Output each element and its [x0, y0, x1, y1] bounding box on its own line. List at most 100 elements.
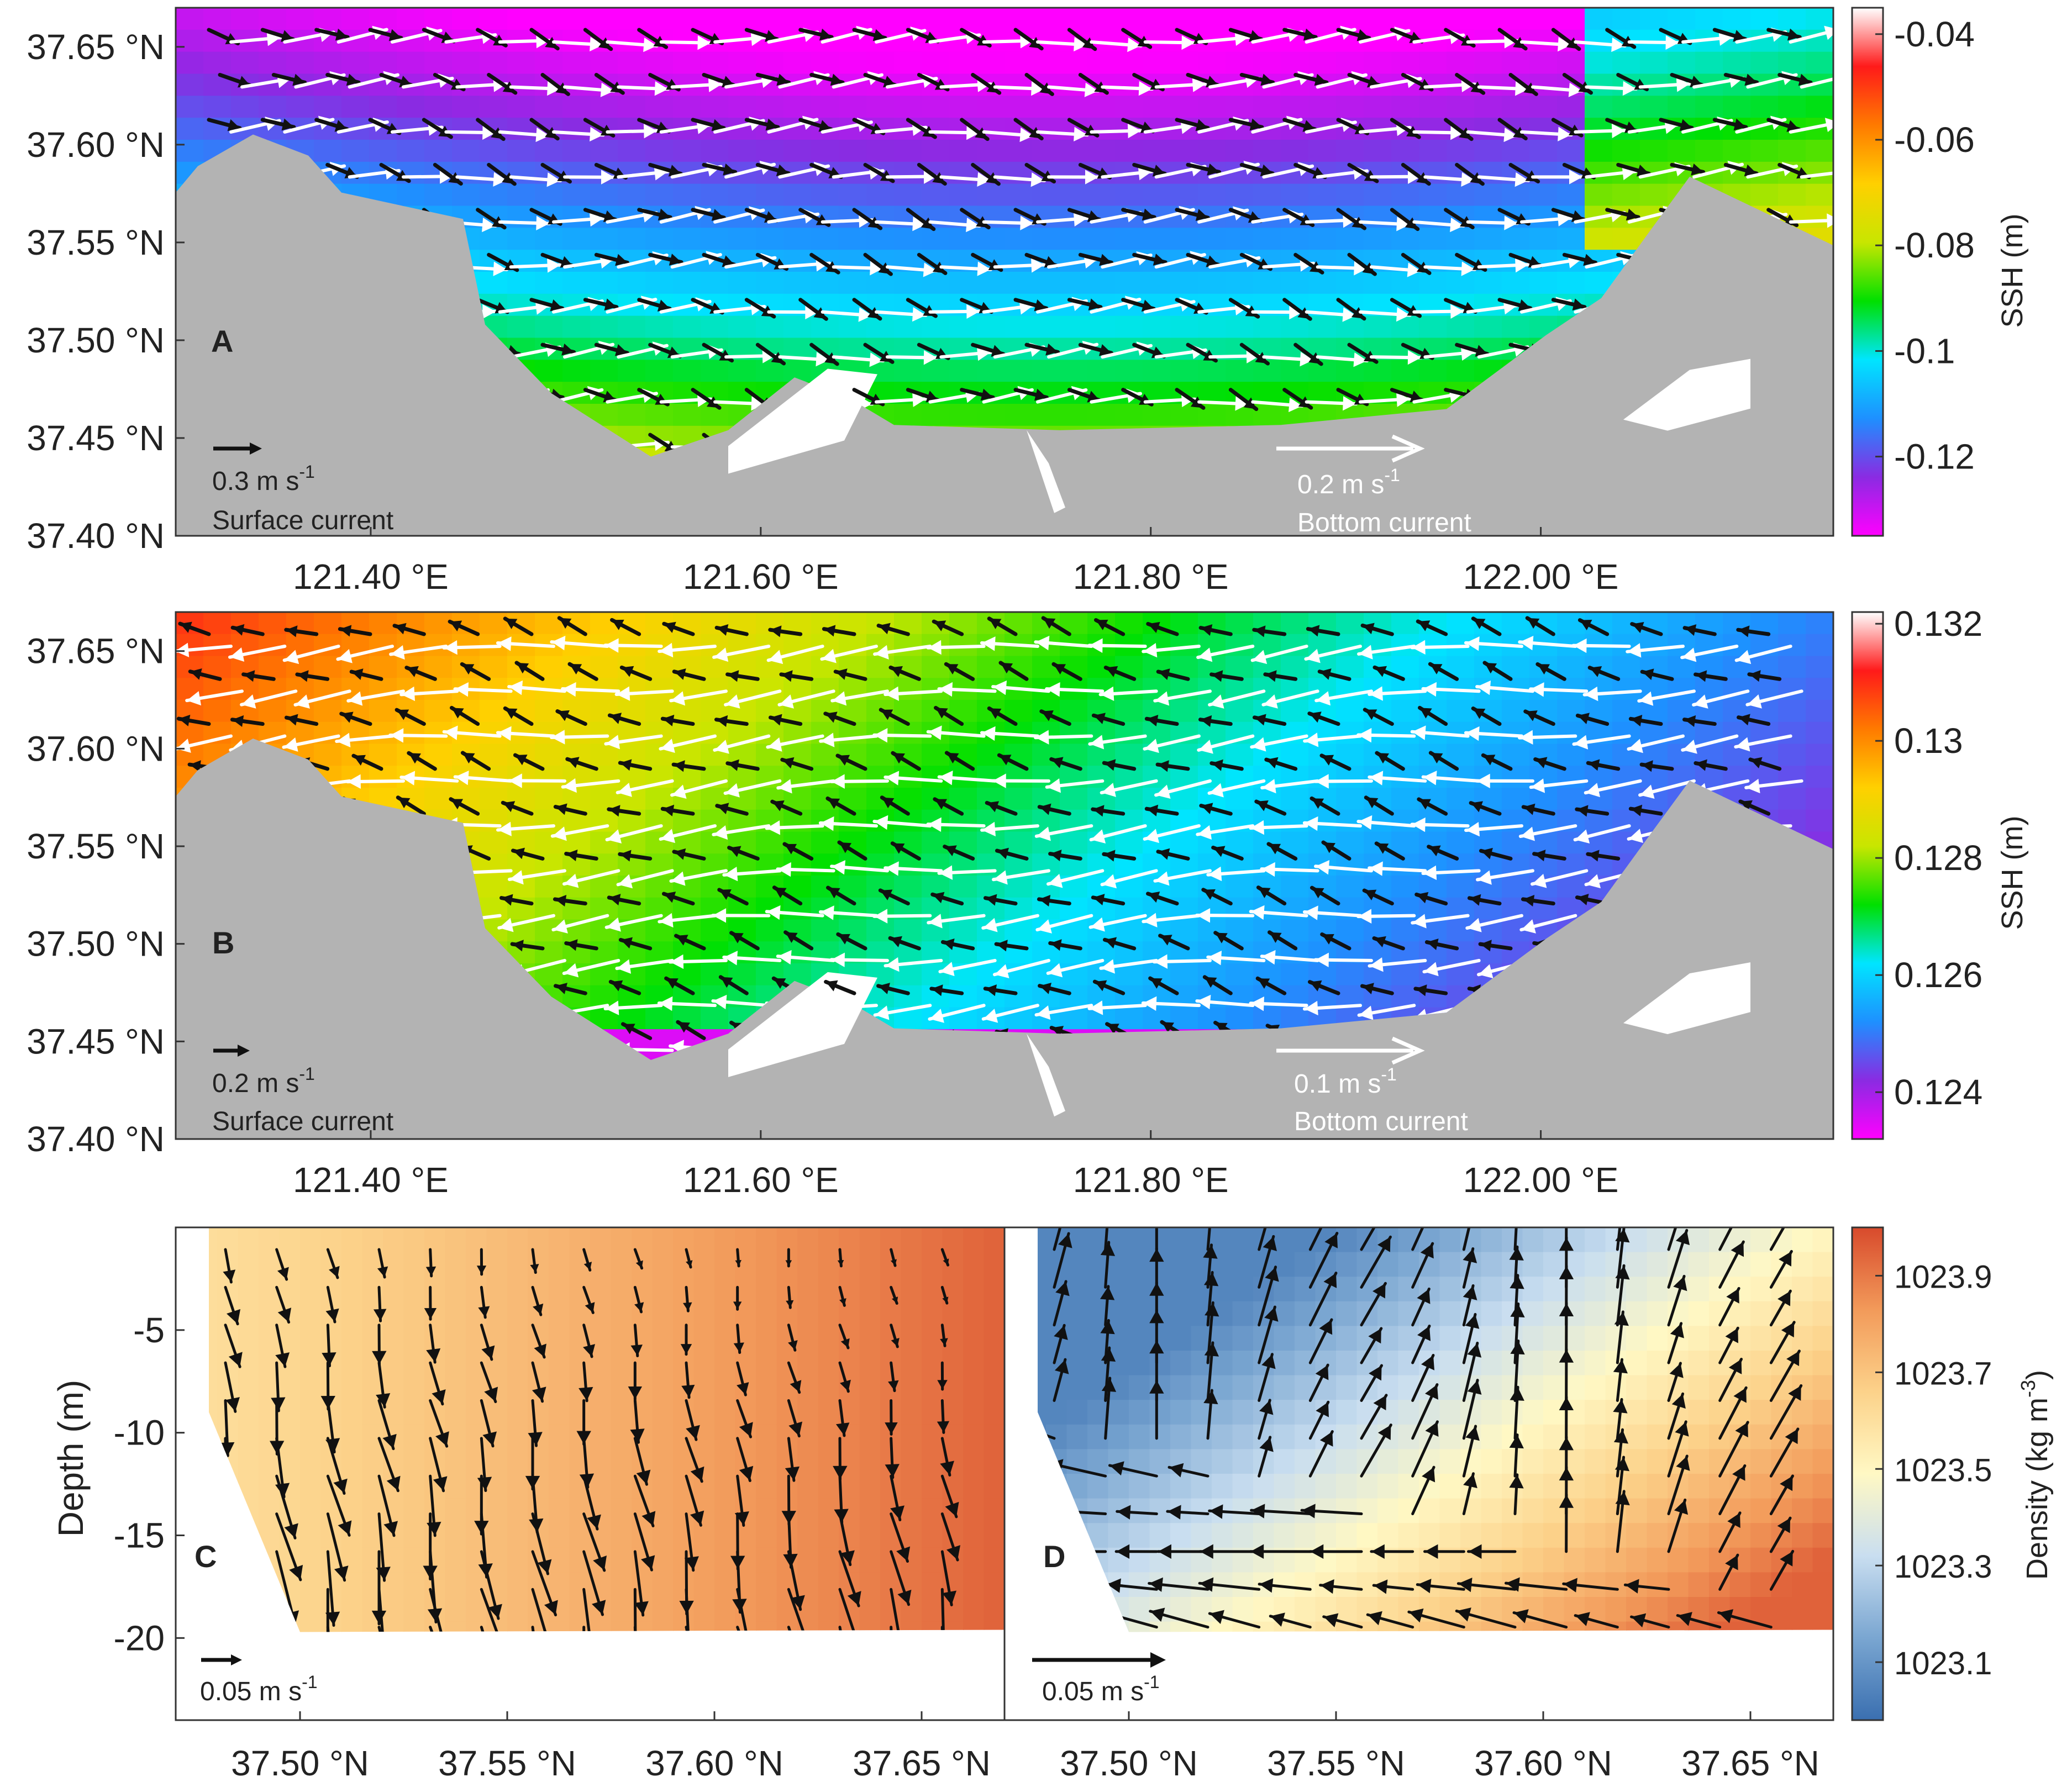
bottom-arrow	[1047, 82, 1100, 97]
ssh-cell	[535, 272, 563, 294]
ssh-cell	[977, 272, 1005, 294]
surface-arrow	[207, 118, 242, 131]
ssh-cell	[645, 272, 674, 294]
ssh-cell	[949, 985, 977, 1008]
ssh-cell	[1143, 360, 1171, 383]
ssh-cell	[1391, 809, 1419, 832]
surface-arrow-head	[1314, 73, 1327, 86]
surface-arrow-head	[1362, 262, 1375, 275]
bottom-arrow-head	[535, 300, 549, 315]
plot-frame	[175, 7, 1834, 537]
surface-arrow	[1239, 162, 1275, 177]
y-tick-label: 37.60 °N	[27, 125, 165, 165]
surface-arrow	[1024, 72, 1054, 96]
ssh-cell	[618, 29, 646, 52]
ssh-cell	[949, 140, 977, 162]
surface-arrow	[971, 72, 1002, 95]
bottom-arrow-head	[805, 304, 819, 320]
ssh-cell	[1170, 8, 1198, 30]
bottom-arrow-head	[1827, 213, 1833, 228]
ssh-cell	[1750, 140, 1779, 162]
surface-arrow	[798, 118, 833, 132]
bottom-arrow-head	[1396, 392, 1410, 407]
ssh-cell	[1336, 183, 1364, 207]
surface-arrow	[1551, 208, 1586, 222]
surface-arrow	[1013, 388, 1049, 401]
ssh-cell	[1585, 8, 1613, 30]
surface-arrow	[1723, 72, 1759, 86]
bottom-arrow-head	[966, 125, 980, 140]
surface-arrow	[1024, 342, 1060, 356]
ssh-cell	[949, 360, 977, 383]
surface-reference-name: Surface current	[212, 506, 393, 535]
ssh-cell	[1281, 744, 1309, 767]
surface-arrow-head	[1207, 163, 1219, 176]
bottom-arrow-head	[1450, 217, 1464, 233]
ssh-cell	[1557, 228, 1585, 251]
surface-arrow-head	[711, 209, 724, 221]
ssh-cell	[866, 744, 895, 767]
surface-arrow	[809, 72, 845, 86]
bottom-arrow	[498, 300, 551, 315]
ssh-cell	[1364, 315, 1392, 339]
ssh-cell	[1474, 205, 1502, 229]
surface-arrow-head	[550, 299, 562, 312]
ssh-cell	[1557, 51, 1585, 75]
surface-arrow	[691, 118, 726, 131]
ssh-cell	[424, 96, 453, 119]
ssh-cell	[369, 744, 397, 767]
ssh-cell	[1557, 700, 1585, 723]
ssh-cell	[1778, 51, 1806, 75]
ssh-cell	[369, 721, 397, 745]
ssh-cell	[1391, 700, 1419, 723]
bottom-arrow	[1359, 307, 1412, 322]
ssh-cell	[949, 919, 977, 942]
ssh-cell	[1778, 788, 1806, 810]
ssh-cell	[397, 140, 425, 162]
ssh-cell	[756, 8, 784, 30]
bottom-arrow	[606, 124, 659, 139]
bottom-arrow-head	[1824, 25, 1833, 40]
ssh-cell	[259, 656, 287, 679]
ssh-cell	[1170, 919, 1198, 942]
surface-arrow-head	[980, 388, 993, 401]
surface-arrow-head	[1351, 217, 1365, 229]
bottom-arrow-head	[547, 81, 561, 96]
ssh-cell	[701, 140, 729, 162]
ssh-cell	[507, 73, 535, 97]
surface-arrow	[433, 162, 463, 186]
ssh-cell	[1474, 272, 1502, 294]
surface-arrow	[971, 342, 1006, 357]
bottom-arrow-head	[1611, 123, 1626, 139]
bottom-arrow	[1305, 396, 1358, 411]
bottom-arrow-head	[493, 261, 507, 276]
ssh-cell	[369, 766, 397, 788]
ssh-cell	[259, 96, 287, 119]
bottom-arrow-head	[1407, 262, 1421, 277]
y-tick-label: 37.65 °N	[27, 27, 165, 67]
ssh-cell	[452, 140, 480, 162]
ssh-cell	[1612, 51, 1640, 75]
surface-arrow-head	[776, 164, 789, 177]
ssh-cell	[1198, 766, 1226, 788]
ssh-cell	[1032, 183, 1060, 207]
bottom-arrow	[886, 350, 939, 365]
ssh-cell	[535, 315, 563, 339]
surface-arrow	[1282, 118, 1317, 132]
bottom-arrow	[1101, 81, 1154, 96]
ssh-cell	[1115, 788, 1143, 810]
surface-arrow-head	[1470, 172, 1483, 184]
ssh-cell	[1723, 96, 1751, 119]
ssh-cell	[231, 96, 259, 119]
ssh-cell	[535, 8, 563, 30]
ssh-cell	[673, 228, 701, 251]
surface-arrow	[260, 118, 296, 131]
bottom-arrow-head	[1515, 81, 1529, 96]
ssh-cell	[1005, 315, 1033, 339]
ssh-cell	[1281, 183, 1309, 207]
surface-arrow	[1078, 72, 1109, 95]
ssh-cell	[480, 612, 508, 635]
ssh-cell	[949, 8, 977, 30]
surface-arrow	[1175, 388, 1206, 410]
bottom-arrow-head	[1074, 126, 1087, 142]
